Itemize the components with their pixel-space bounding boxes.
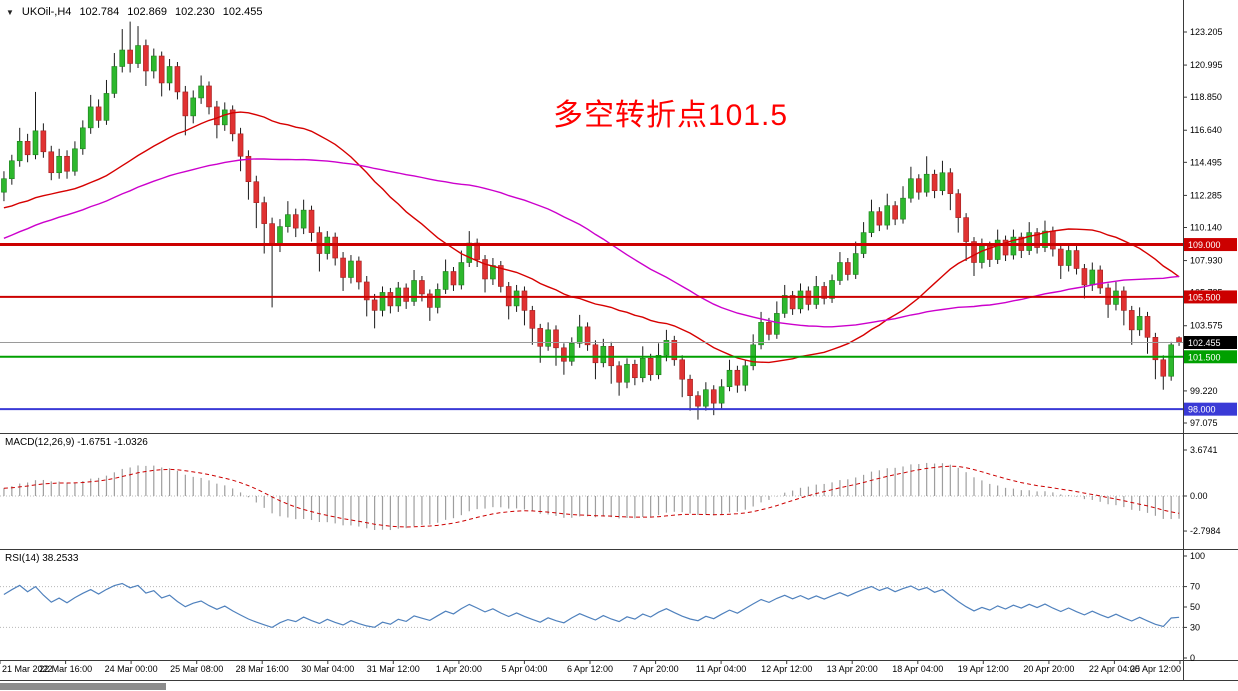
time-axis-label: 5 Apr 04:00 xyxy=(501,664,547,674)
current-price-badge xyxy=(1184,335,1237,349)
price-axis-label: 97.075 xyxy=(1190,418,1218,428)
time-axis-label: 22 Mar 16:00 xyxy=(39,664,92,674)
symbol-ohlc-header: ▼ UKOil-,H4 102.784 102.869 102.230 102.… xyxy=(6,6,263,18)
time-axis-label: 30 Mar 04:00 xyxy=(301,664,354,674)
time-axis-label: 20 Apr 20:00 xyxy=(1023,664,1074,674)
rsi-axis-label: 0 xyxy=(1190,653,1195,663)
ohlc-low: 102.230 xyxy=(174,6,215,18)
macd-axis-label: -2.7984 xyxy=(1190,526,1221,536)
time-axis-label: 25 Apr 12:00 xyxy=(1130,664,1181,674)
rsi-line xyxy=(3,582,1180,629)
price-badge-105.500 xyxy=(1184,290,1237,304)
price-axis-label: 107.930 xyxy=(1190,256,1223,266)
symbol-timeframe-label: UKOil-,H4 xyxy=(21,6,72,18)
price-axis-label: 120.995 xyxy=(1190,60,1223,70)
time-axis-label: 18 Apr 04:00 xyxy=(892,664,943,674)
price-axis-label: 110.140 xyxy=(1190,223,1222,233)
price-badge-109.000 xyxy=(1184,238,1237,252)
price-axis-label: 123.205 xyxy=(1190,27,1223,37)
time-axis-label: 21 Mar 2022 xyxy=(2,664,53,674)
time-axis-label: 25 Mar 08:00 xyxy=(170,664,223,674)
time-axis-label: 13 Apr 20:00 xyxy=(827,664,878,674)
ma-slow-line xyxy=(3,158,1180,328)
price-axis-label: 116.640 xyxy=(1190,125,1222,135)
ma-fast-line xyxy=(3,111,1180,364)
time-axis-label: 12 Apr 12:00 xyxy=(761,664,812,674)
time-axis-label: 6 Apr 12:00 xyxy=(567,664,613,674)
time-axis-label: 11 Apr 04:00 xyxy=(696,664,746,674)
macd-signal-line xyxy=(3,465,1180,528)
horizontal-scrollbar-thumb[interactable] xyxy=(0,683,166,690)
main-price-panel[interactable] xyxy=(0,21,1183,420)
current-price-badge-text: 102.455 xyxy=(1188,338,1221,348)
macd-axis-label: 0.00 xyxy=(1190,491,1208,501)
price-badge-105.500-text: 105.500 xyxy=(1188,292,1221,302)
support-resistance-lines xyxy=(0,243,1183,411)
price-axis[interactable]: 123.205 120.995 118.850 116.640 114.495 112.2… xyxy=(1183,27,1237,663)
price-axis-label: 118.850 xyxy=(1190,92,1222,102)
time-axis-label: 1 Apr 20:00 xyxy=(436,664,482,674)
ohlc-high: 102.869 xyxy=(127,6,167,18)
candles-layer xyxy=(1,21,1182,420)
price-axis-label: 99.220 xyxy=(1190,386,1218,396)
time-axis-label: 28 Mar 16:00 xyxy=(236,664,289,674)
macd-panel[interactable] xyxy=(0,462,1183,531)
ohlc-close: 102.455 xyxy=(222,6,263,18)
price-axis-label: 112.285 xyxy=(1190,190,1222,200)
price-badge-109.000-text: 109.000 xyxy=(1188,240,1221,250)
time-axis-label: 22 Apr 04:00 xyxy=(1089,664,1140,674)
time-axis-label: 7 Apr 20:00 xyxy=(633,664,679,674)
ohlc-open: 102.784 xyxy=(79,6,120,18)
price-axis-label: 114.495 xyxy=(1190,157,1222,167)
price-badge-101.500 xyxy=(1184,350,1237,364)
rsi-axis-label: 70 xyxy=(1190,582,1200,592)
time-axis-label: 31 Mar 12:00 xyxy=(367,664,420,674)
price-badge-98.000 xyxy=(1184,402,1237,416)
rsi-indicator-label: RSI(14) 38.2533 xyxy=(5,553,79,564)
price-badge-101.500-text: 101.500 xyxy=(1188,352,1221,362)
collapse-arrow-icon[interactable]: ▼ xyxy=(6,7,14,17)
macd-axis-label: 3.6741 xyxy=(1190,445,1218,455)
macd-indicator-label: MACD(12,26,9) -1.6751 -1.0326 xyxy=(5,437,148,448)
rsi-axis-label: 100 xyxy=(1190,551,1205,561)
rsi-panel[interactable] xyxy=(0,582,1183,629)
chart-annotation-text: 多空转折点101.5 xyxy=(553,99,789,132)
time-axis-label: 24 Mar 00:00 xyxy=(105,664,158,674)
price-badge-98.000-text: 98.000 xyxy=(1188,405,1216,415)
rsi-axis-label: 50 xyxy=(1190,602,1200,612)
rsi-axis-label: 30 xyxy=(1190,622,1200,632)
price-axis-label: 103.575 xyxy=(1190,321,1223,331)
time-axis-label: 19 Apr 12:00 xyxy=(958,664,1009,674)
